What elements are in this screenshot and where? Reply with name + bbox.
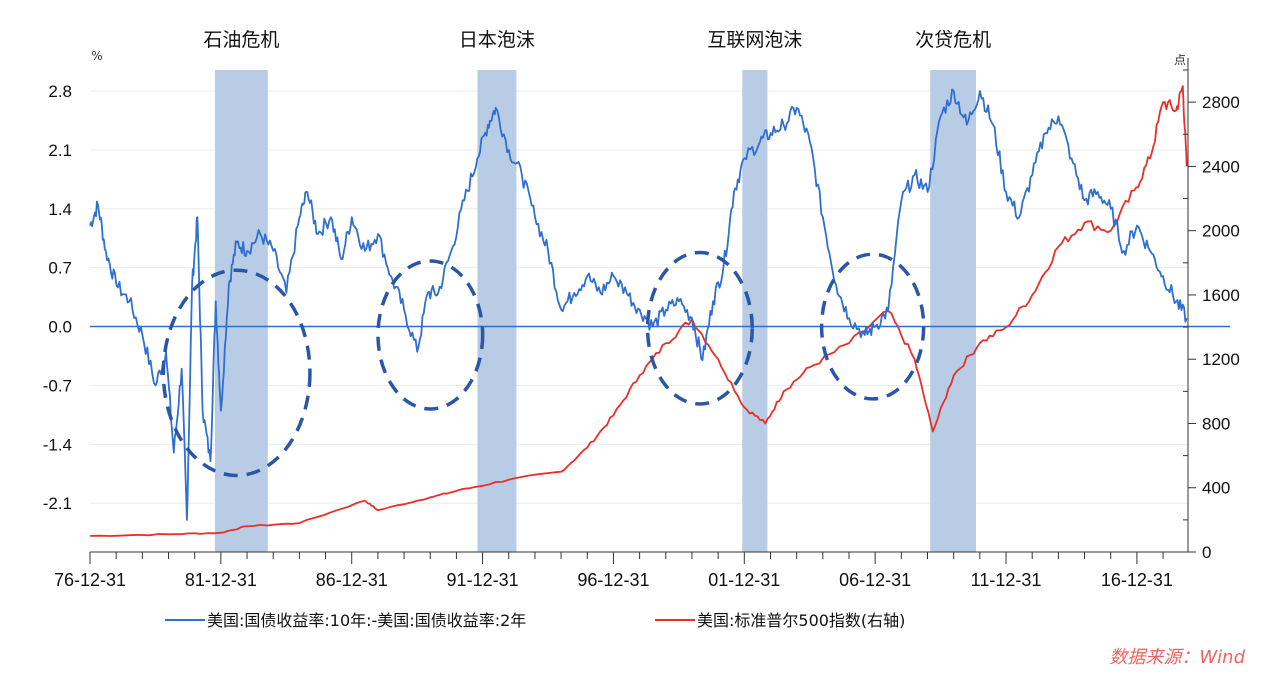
right-tick-label: 2400: [1202, 157, 1240, 176]
left-tick-label: 0.7: [48, 259, 72, 278]
right-tick-label: 2000: [1202, 222, 1240, 241]
shaded-period: [930, 70, 977, 552]
dashed-circle-annotation: [819, 252, 926, 401]
data-source-watermark: 数据来源：Wind: [1109, 647, 1245, 668]
x-tick-label: 96-12-31: [577, 570, 649, 590]
right-tick-label: 1200: [1202, 350, 1240, 369]
legend-label-spread: 美国:国债收益率:10年:-美国:国债收益率:2年: [207, 611, 526, 630]
left-tick-label: 2.1: [48, 141, 72, 160]
spread-series-line: [89, 88, 1188, 521]
x-tick-label: 06-12-31: [839, 570, 911, 590]
right-tick-label: 400: [1202, 479, 1230, 498]
dashed-circle-annotation: [376, 259, 485, 411]
right-axis-unit: 点: [1174, 53, 1186, 67]
shaded-period: [477, 70, 517, 552]
right-tick-label: 800: [1202, 414, 1230, 433]
left-tick-label: 0.0: [48, 318, 72, 337]
legend-label-sp500: 美国:标准普尔500指数(右轴): [697, 611, 905, 630]
left-tick-label: 2.8: [48, 82, 72, 101]
shaded-period: [214, 70, 268, 552]
right-tick-label: 1600: [1202, 286, 1240, 305]
sp500-series-line: [90, 85, 1188, 537]
x-tick-label: 86-12-31: [316, 570, 388, 590]
right-tick-label: 2800: [1202, 93, 1240, 112]
x-tick-label: 81-12-31: [185, 570, 257, 590]
left-tick-label: -1.4: [43, 435, 72, 454]
left-axis-unit: %: [91, 49, 102, 63]
x-tick-label: 91-12-31: [447, 570, 519, 590]
period-label: 互联网泡沫: [707, 29, 802, 51]
dashed-circle-annotation: [645, 250, 754, 406]
period-label: 次贷危机: [915, 29, 991, 51]
right-tick-label: 0: [1202, 543, 1211, 562]
x-tick-label: 76-12-31: [54, 570, 126, 590]
left-tick-label: 1.4: [48, 200, 72, 219]
left-tick-label: -2.1: [43, 494, 72, 513]
x-tick-label: 16-12-31: [1101, 570, 1173, 590]
period-label: 石油危机: [203, 29, 279, 51]
x-tick-label: 01-12-31: [708, 570, 780, 590]
period-label: 日本泡沫: [459, 29, 535, 51]
x-tick-label: 11-12-31: [971, 570, 1042, 590]
left-tick-label: -0.7: [43, 376, 72, 395]
shaded-period: [742, 70, 768, 552]
dashed-circle-annotation: [161, 268, 312, 478]
